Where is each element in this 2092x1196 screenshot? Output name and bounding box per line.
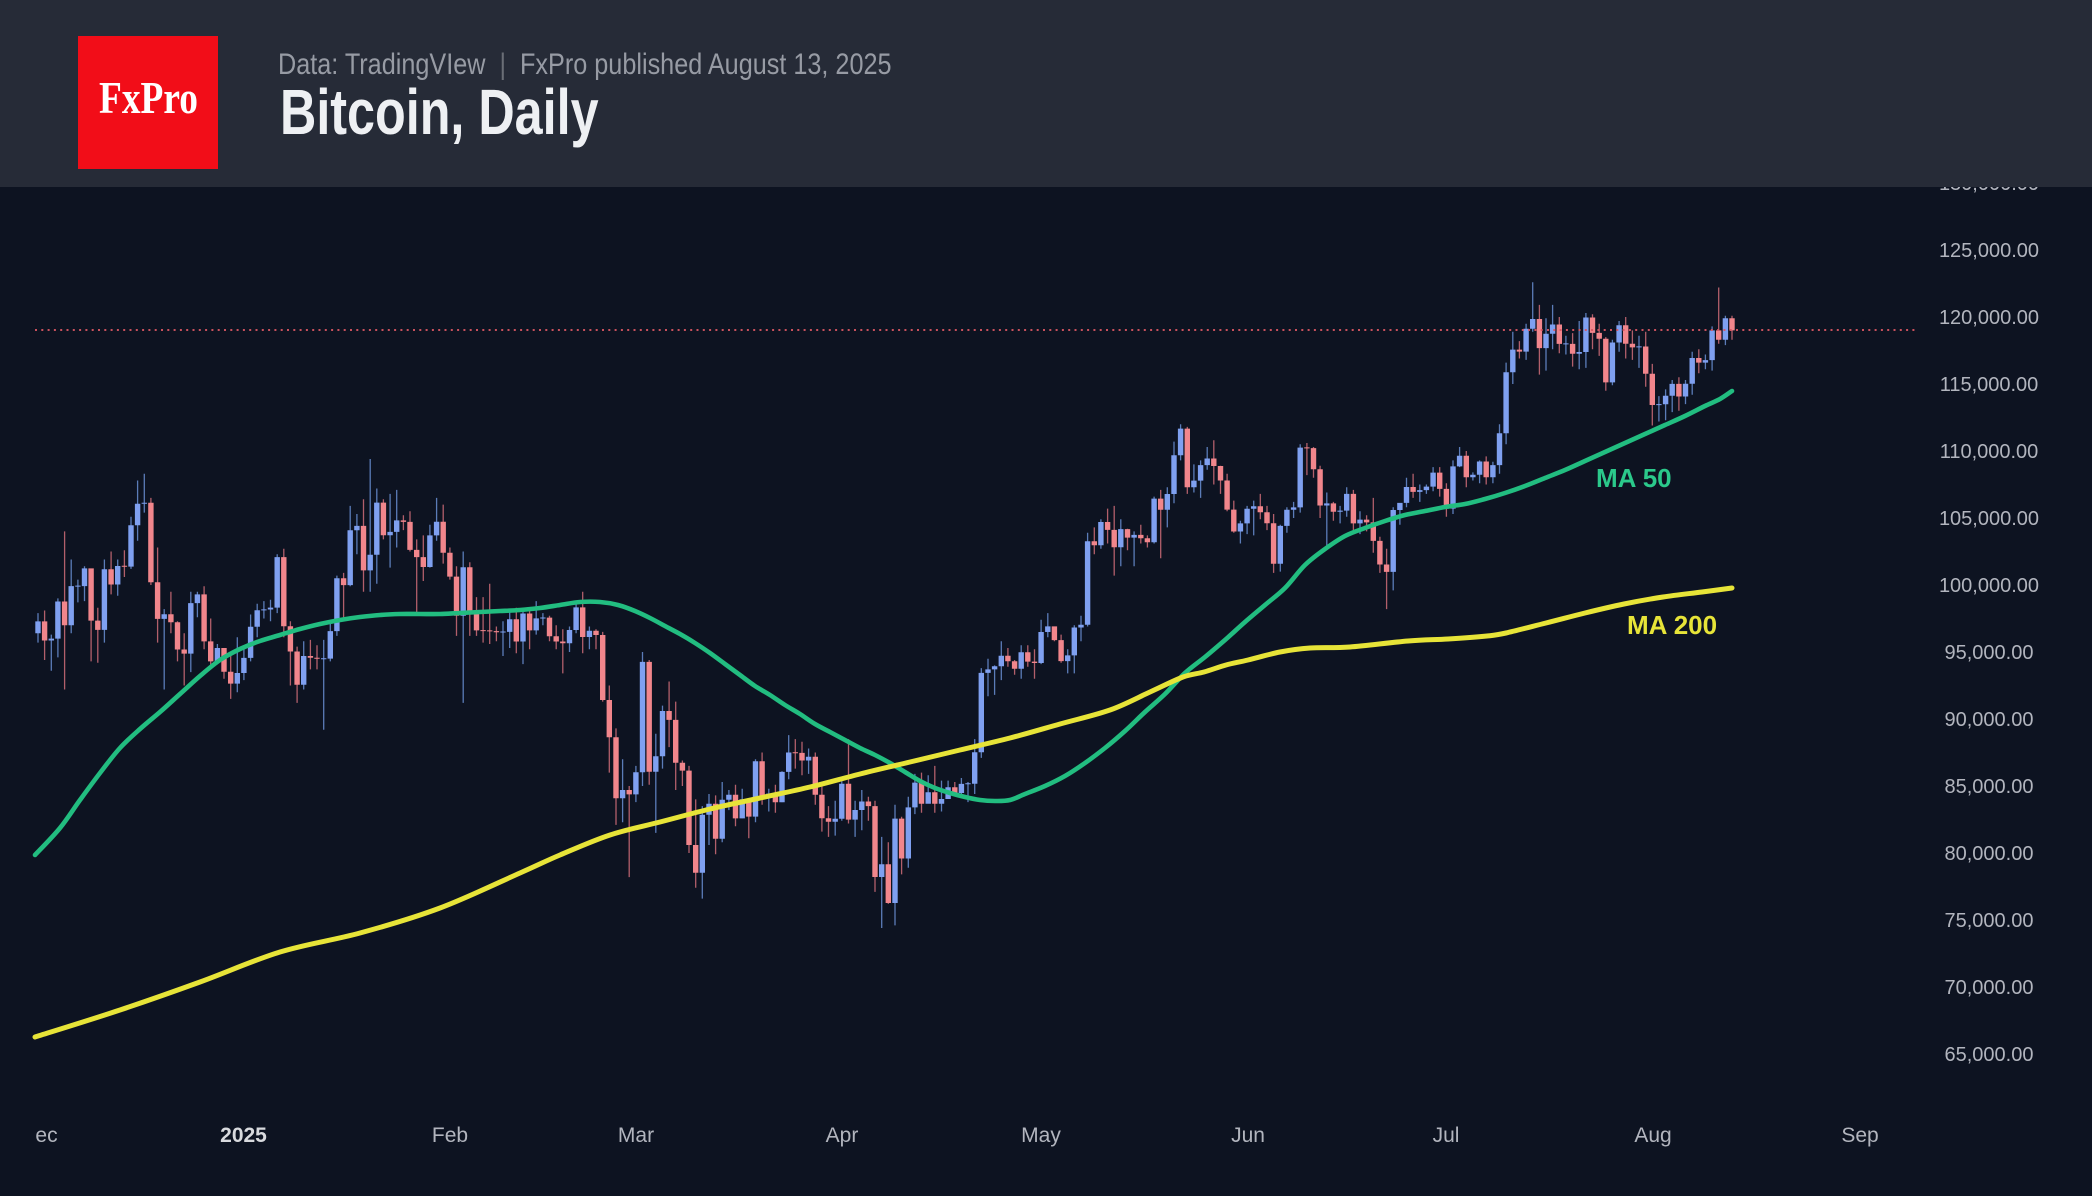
svg-text:75,000.00: 75,000.00 [1945,910,2034,932]
svg-text:ec: ec [35,1124,57,1147]
svg-text:Data: TradingVIew | FxPro pu: Data: TradingVIew | FxPro published Augu… [278,47,892,81]
svg-text:70,000.00: 70,000.00 [1945,977,2034,999]
svg-text:100,000.00: 100,000.00 [1939,575,2039,597]
svg-text:Jul: Jul [1433,1124,1460,1147]
svg-text:90,000.00: 90,000.00 [1945,709,2034,731]
svg-text:105,000.00: 105,000.00 [1939,508,2039,530]
svg-text:80,000.00: 80,000.00 [1945,843,2034,865]
svg-text:Bitcoin, Daily: Bitcoin, Daily [280,77,599,148]
svg-text:125,000.00: 125,000.00 [1939,240,2039,262]
svg-text:95,000.00: 95,000.00 [1945,642,2034,664]
svg-text:Apr: Apr [826,1124,859,1147]
svg-text:2025: 2025 [220,1124,267,1147]
svg-text:Aug: Aug [1634,1124,1671,1147]
svg-text:Jun: Jun [1231,1124,1265,1147]
svg-text:65,000.00: 65,000.00 [1945,1044,2034,1066]
svg-text:110,000.00: 110,000.00 [1940,441,2039,463]
svg-text:Feb: Feb [432,1124,468,1147]
svg-text:Sep: Sep [1841,1124,1878,1147]
svg-text:May: May [1021,1124,1061,1147]
svg-text:MA 200: MA 200 [1627,610,1717,640]
svg-text:115,000.00: 115,000.00 [1940,374,2039,396]
svg-text:120,000.00: 120,000.00 [1939,307,2039,329]
svg-text:85,000.00: 85,000.00 [1945,776,2034,798]
svg-text:Mar: Mar [618,1124,654,1147]
svg-text:MA 50: MA 50 [1596,463,1672,493]
svg-text:FxPro: FxPro [99,73,198,123]
